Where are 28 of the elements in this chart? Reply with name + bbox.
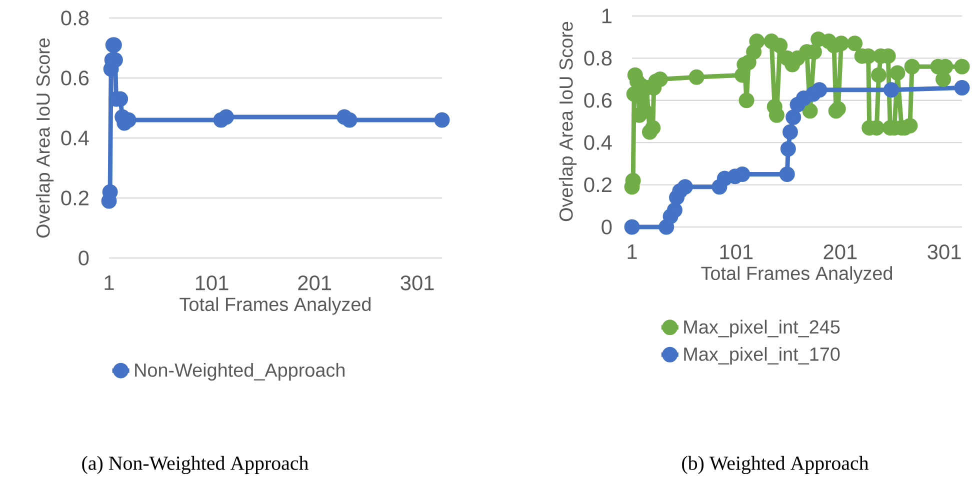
x-tick-label: 201 — [298, 276, 331, 290]
text: (a) Non-Weighted Approach — [82, 456, 308, 474]
legend-label: Max_pixel_int_170 — [684, 346, 840, 365]
legend-label: Non-Weighted_Approach — [135, 362, 344, 381]
y-tick-label: 0.2 — [584, 177, 612, 192]
x-tick-label: 301 — [400, 276, 434, 290]
y-tick-label: 0 — [602, 220, 612, 234]
legend-label: Max_pixel_int_245 — [684, 320, 840, 338]
x-tick-label: 1 — [104, 276, 114, 290]
y-tick-label: 0.6 — [584, 92, 612, 108]
y-tick-label: 0.4 — [61, 130, 89, 146]
x-axis-title: Total Frames Analyzed — [701, 266, 892, 284]
x-tick-label: 101 — [196, 276, 228, 290]
y-tick-label: 0.8 — [584, 50, 612, 66]
x-tick-label: 201 — [824, 244, 857, 260]
y-axis-title: Overlap Area IoU Score — [558, 22, 577, 222]
x-tick-label: 301 — [928, 244, 961, 260]
y-tick-label: 0.6 — [61, 70, 89, 86]
y-tick-label: 0 — [78, 250, 89, 266]
y-axis-title: Overlap Area IoU Score — [36, 38, 54, 238]
x-axis-title: Total Frames Analyzed — [180, 297, 371, 315]
y-tick-label: 0.4 — [584, 135, 612, 150]
x-tick-label: 101 — [720, 244, 753, 260]
y-tick-label: 0.2 — [61, 190, 88, 206]
x-tick-label: 1 — [628, 244, 637, 259]
text: (b) Weighted Approach — [682, 456, 869, 474]
y-tick-label: 0.8 — [61, 10, 89, 26]
y-tick-label: 1 — [602, 8, 612, 24]
